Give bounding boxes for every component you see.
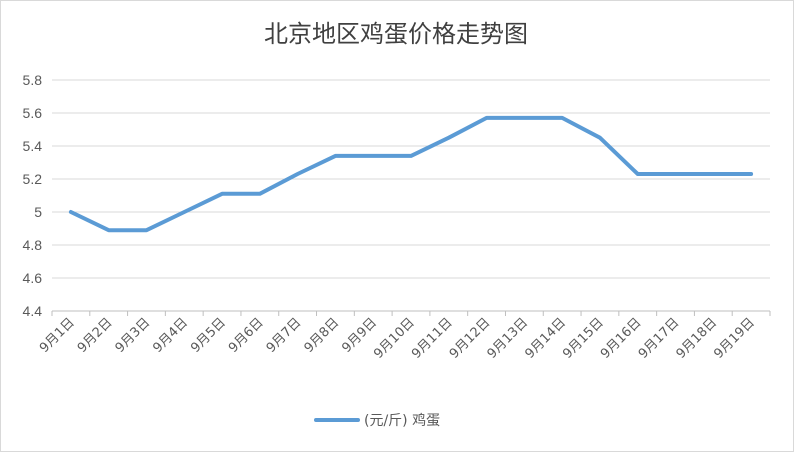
x-axis: 9月1日9月2日9月3日9月4日9月5日9月6日9月7日9月8日9月9日9月10… — [37, 311, 771, 362]
y-tick-label: 5.8 — [23, 72, 43, 88]
y-tick-label: 5.4 — [23, 138, 43, 154]
x-tick-label: 9月6日 — [226, 315, 267, 356]
x-tick-label: 9月11日 — [409, 315, 456, 362]
y-tick-label: 5.2 — [23, 171, 43, 187]
x-tick-label: 9月1日 — [37, 315, 78, 356]
gridlines — [52, 79, 770, 312]
x-tick-label: 9月5日 — [188, 315, 229, 356]
x-tick-label: 9月18日 — [674, 315, 721, 362]
x-tick-label: 9月7日 — [264, 315, 305, 356]
series-layer — [68, 115, 754, 233]
x-tick-label: 9月14日 — [522, 315, 569, 362]
series-line — [68, 115, 754, 233]
x-tick-label: 9月3日 — [113, 315, 154, 356]
x-tick-label: 9月15日 — [560, 315, 607, 362]
y-axis: 4.4 4.6 4.8 5 5.2 5.4 5.6 5.8 — [23, 72, 43, 319]
y-tick-label: 4.6 — [23, 270, 43, 286]
x-tick-label: 9月16日 — [598, 315, 645, 362]
x-tick-label: 9月17日 — [636, 315, 683, 362]
legend: (元/斤) 鸡蛋 — [314, 412, 440, 429]
y-tick-label: 5 — [34, 204, 42, 220]
x-tick-label: 9月19日 — [711, 315, 758, 362]
x-tick-label: 9月13日 — [485, 315, 532, 362]
x-tick-label: 9月2日 — [75, 315, 116, 356]
x-tick-label: 9月4日 — [150, 315, 191, 356]
chart-title: 北京地区鸡蛋价格走势图 — [264, 20, 528, 48]
x-tick-label: 9月12日 — [447, 315, 494, 362]
legend-label: (元/斤) 鸡蛋 — [364, 412, 440, 429]
y-tick-label: 4.4 — [23, 303, 43, 319]
y-tick-label: 4.8 — [23, 237, 43, 253]
y-tick-label: 5.6 — [23, 105, 43, 121]
x-tick-label: 9月10日 — [371, 315, 418, 362]
x-tick-label: 9月8日 — [302, 315, 343, 356]
